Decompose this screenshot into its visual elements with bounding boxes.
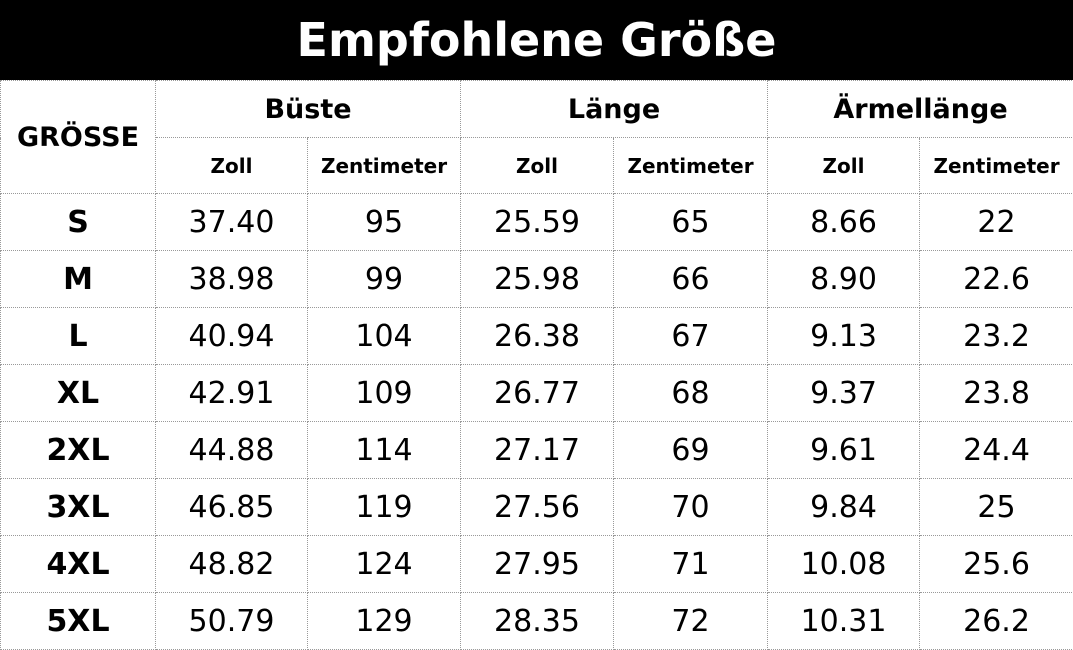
measurement: 42.91	[156, 365, 308, 422]
measurement: 23.8	[920, 365, 1073, 422]
measurement: 9.84	[768, 479, 920, 536]
measurement: 46.85	[156, 479, 308, 536]
measurement: 129	[308, 593, 461, 650]
measurement: 8.90	[768, 251, 920, 308]
size-label: L	[1, 308, 156, 365]
measurement: 9.13	[768, 308, 920, 365]
unit-header: Zoll	[461, 138, 614, 194]
measurement: 27.56	[461, 479, 614, 536]
measurement: 68	[614, 365, 768, 422]
unit-header: Zentimeter	[614, 138, 768, 194]
measurement: 40.94	[156, 308, 308, 365]
measurement: 50.79	[156, 593, 308, 650]
title: Empfohlene Größe	[297, 13, 777, 67]
measurement: 44.88	[156, 422, 308, 479]
measurement: 114	[308, 422, 461, 479]
measurement: 27.95	[461, 536, 614, 593]
unit-header: Zoll	[156, 138, 308, 194]
measurement: 25.98	[461, 251, 614, 308]
measurement: 48.82	[156, 536, 308, 593]
measurement: 37.40	[156, 194, 308, 251]
measurement: 22	[920, 194, 1073, 251]
group-header: Länge	[461, 81, 768, 138]
size-label: 3XL	[1, 479, 156, 536]
measurement: 70	[614, 479, 768, 536]
measurement: 26.77	[461, 365, 614, 422]
measurement: 119	[308, 479, 461, 536]
measurement: 25.6	[920, 536, 1073, 593]
measurement: 25	[920, 479, 1073, 536]
size-header: GRÖSSE	[1, 81, 156, 194]
measurement: 124	[308, 536, 461, 593]
measurement: 23.2	[920, 308, 1073, 365]
measurement: 95	[308, 194, 461, 251]
unit-header: Zoll	[768, 138, 920, 194]
measurement: 99	[308, 251, 461, 308]
measurement: 71	[614, 536, 768, 593]
measurement: 104	[308, 308, 461, 365]
measurement: 9.37	[768, 365, 920, 422]
measurement: 67	[614, 308, 768, 365]
measurement: 10.31	[768, 593, 920, 650]
measurement: 72	[614, 593, 768, 650]
measurement: 26.38	[461, 308, 614, 365]
measurement: 109	[308, 365, 461, 422]
measurement: 24.4	[920, 422, 1073, 479]
measurement: 66	[614, 251, 768, 308]
measurement: 10.08	[768, 536, 920, 593]
measurement: 28.35	[461, 593, 614, 650]
size-label: S	[1, 194, 156, 251]
size-label: 2XL	[1, 422, 156, 479]
measurement: 27.17	[461, 422, 614, 479]
measurement: 38.98	[156, 251, 308, 308]
measurement: 26.2	[920, 593, 1073, 650]
size-label: 4XL	[1, 536, 156, 593]
unit-header: Zentimeter	[308, 138, 461, 194]
size-label: 5XL	[1, 593, 156, 650]
group-header: Büste	[156, 81, 461, 138]
measurement: 8.66	[768, 194, 920, 251]
unit-header: Zentimeter	[920, 138, 1073, 194]
group-header: Ärmellänge	[768, 81, 1073, 138]
title-bar: Empfohlene Größe	[0, 0, 1073, 80]
measurement: 22.6	[920, 251, 1073, 308]
size-label: XL	[1, 365, 156, 422]
measurement: 25.59	[461, 194, 614, 251]
measurement: 9.61	[768, 422, 920, 479]
measurement: 69	[614, 422, 768, 479]
size-label: M	[1, 251, 156, 308]
measurement: 65	[614, 194, 768, 251]
